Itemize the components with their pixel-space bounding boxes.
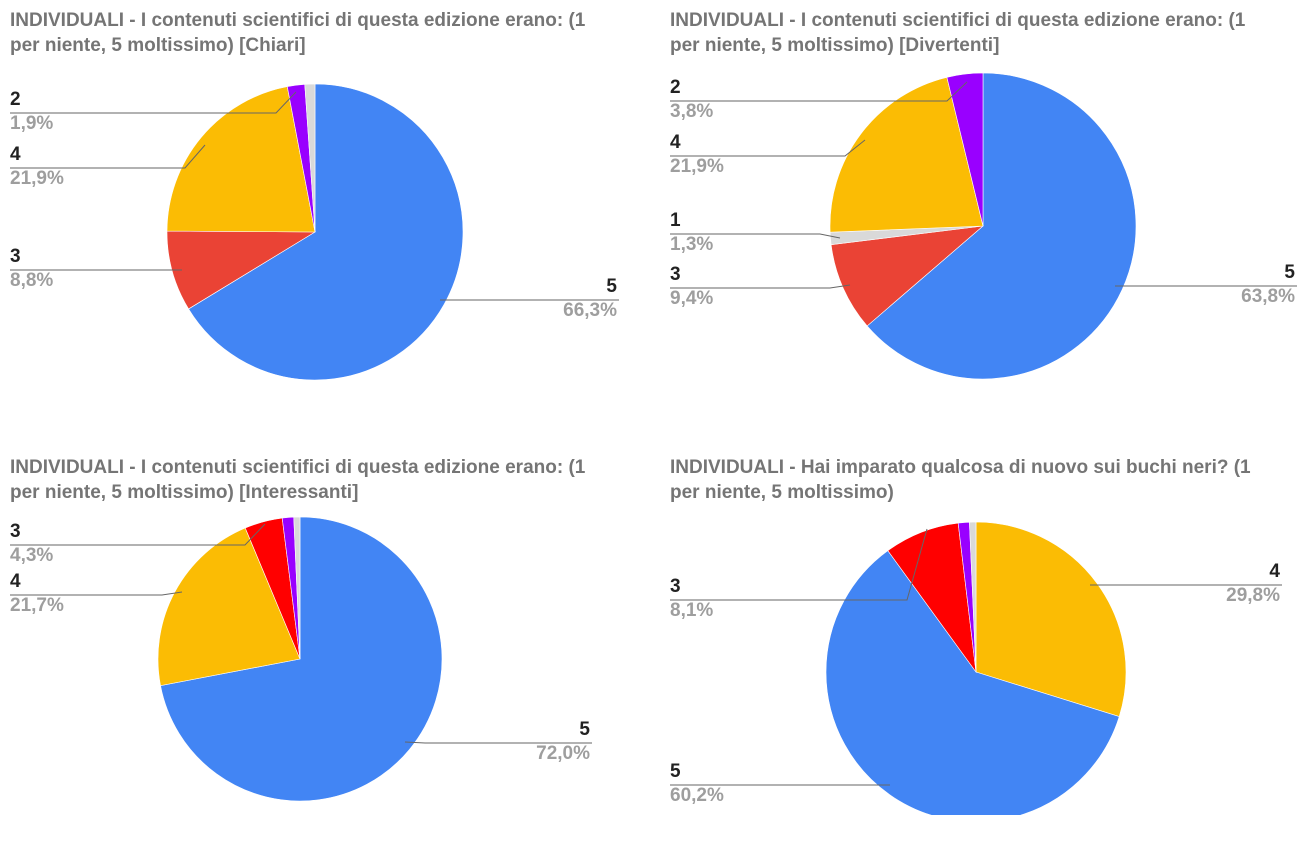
slice-percent-label: 60,2% xyxy=(670,785,724,806)
slice-category-label: 4 xyxy=(10,144,21,165)
pie-slice-2 xyxy=(946,72,984,227)
slice-percent-label: 8,8% xyxy=(10,270,53,291)
slice-percent-label: 72,0% xyxy=(536,743,590,764)
pie-slice-4 xyxy=(166,86,316,233)
slice-category-label: 1 xyxy=(670,210,681,231)
leader-line-4 xyxy=(10,144,206,169)
slice-percent-label: 3,8% xyxy=(670,101,713,122)
leader-line-4 xyxy=(10,591,183,596)
leader-line-5 xyxy=(404,741,592,744)
slice-percent-label: 21,9% xyxy=(10,168,64,189)
leader-line-2 xyxy=(10,91,297,114)
chart-title: INDIVIDUALI - Hai imparato qualcosa di n… xyxy=(670,457,1251,503)
slice-category-label: 4 xyxy=(670,132,681,153)
pie-slice-5 xyxy=(825,550,1120,815)
pie-chart-buchi-neri: 4 29,8% 5 60,2% 3 8,1% xyxy=(670,521,1282,815)
slice-percent-label: 63,8% xyxy=(1241,286,1295,307)
pie-slice-5 xyxy=(160,516,443,802)
slice-percent-label: 1,9% xyxy=(10,113,53,134)
pie-chart-divertenti: 5 63,8% 3 9,4% 1 1,3% 4 21,9% 2 3,8% xyxy=(670,72,1297,380)
leader-line-4 xyxy=(670,139,866,157)
slice-category-label: 3 xyxy=(10,521,21,542)
pie-slice-4 xyxy=(157,527,301,686)
pie-slice-4 xyxy=(829,76,984,233)
slice-category-label: 5 xyxy=(670,761,681,782)
slice-category-label: 3 xyxy=(10,246,21,267)
slice-category-label: 4 xyxy=(10,571,21,592)
slice-category-label: 3 xyxy=(670,264,681,285)
slice-percent-label: 8,1% xyxy=(670,600,713,621)
chart-panel-chiari: INDIVIDUALI - I contenuti scientifici di… xyxy=(0,0,649,407)
slice-category-label: 2 xyxy=(670,77,681,98)
pie-slice-3 xyxy=(830,225,984,327)
chart-title: INDIVIDUALI - I contenuti scientifici di… xyxy=(10,457,586,503)
leader-line-3 xyxy=(10,523,266,546)
pie-slice-3 xyxy=(166,230,317,310)
pie-slice-5 xyxy=(188,83,464,381)
slice-category-label: 5 xyxy=(606,276,617,297)
slice-percent-label: 4,3% xyxy=(10,545,53,566)
chart-panel-buchi-neri: INDIVIDUALI - Hai imparato qualcosa di n… xyxy=(660,447,1298,854)
slice-category-label: 4 xyxy=(1269,561,1280,582)
pie-slice-1 xyxy=(304,83,316,233)
slice-percent-label: 9,4% xyxy=(670,288,713,309)
chart-title: INDIVIDUALI - I contenuti scientifici di… xyxy=(10,10,586,56)
pie-slice-1 xyxy=(293,516,301,660)
slice-category-label: 2 xyxy=(10,89,21,110)
leader-line-1 xyxy=(670,233,841,239)
leader-line-2 xyxy=(670,81,968,102)
slice-percent-label: 1,3% xyxy=(670,234,713,255)
leader-line-3 xyxy=(670,528,928,601)
chart-panel-interessanti: INDIVIDUALI - I contenuti scientifici di… xyxy=(0,447,649,854)
slice-category-label: 5 xyxy=(579,719,590,740)
pie-chart-chiari: 566,3%38,8%421,9%21,9% xyxy=(10,83,619,381)
leader-line-3 xyxy=(670,284,851,289)
slice-percent-label: 29,8% xyxy=(1226,585,1280,606)
slice-category-label: 5 xyxy=(1284,262,1295,283)
pie-chart-interessanti: 5 72,0% 4 21,7% 3 4,3% xyxy=(10,516,592,802)
chart-title: INDIVIDUALI - I contenuti scientifici di… xyxy=(670,10,1246,56)
chart-panel-divertenti: INDIVIDUALI - I contenuti scientifici di… xyxy=(660,0,1298,407)
pie-slice-5 xyxy=(866,72,1137,380)
slice-percent-label: 21,7% xyxy=(10,595,64,616)
slice-percent-label: 21,9% xyxy=(670,156,724,177)
pie-slice-4 xyxy=(975,521,1127,717)
slice-percent-label: 66,3% xyxy=(563,300,617,321)
pie-slice-1 xyxy=(969,521,977,673)
slice-category-label: 3 xyxy=(670,576,681,597)
